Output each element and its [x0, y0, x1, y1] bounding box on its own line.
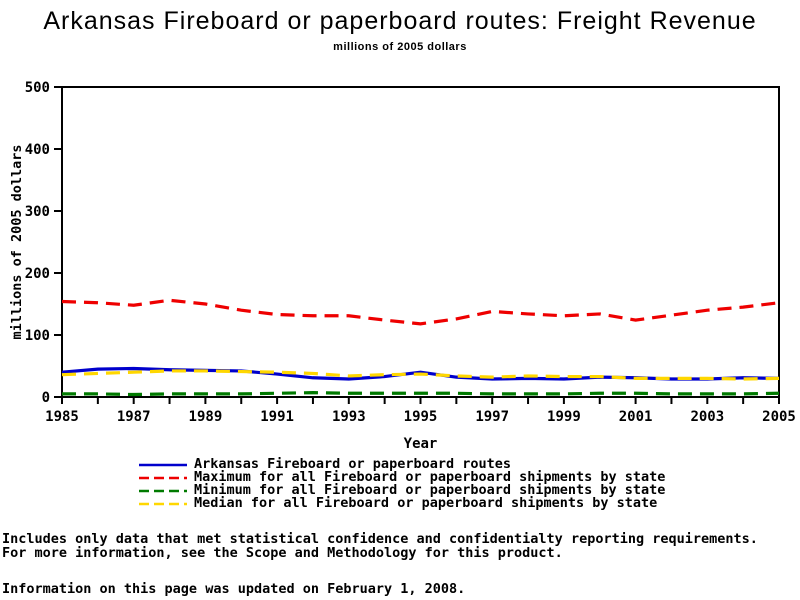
x-tick-label: 2003	[690, 409, 724, 425]
legend-label: Minimum for all Fireboard or paperboard …	[194, 482, 666, 498]
legend-label: Arkansas Fireboard or paperboard routes	[194, 456, 511, 472]
x-tick-label: 1985	[45, 409, 79, 425]
footnotes: Includes only data that met statistical …	[2, 531, 758, 597]
series-line-1	[61, 298, 780, 326]
footnote-scope: For more information, see the Scope and …	[2, 544, 563, 561]
y-tick-label: 500	[25, 80, 50, 96]
chart-title: Arkansas Fireboard or paperboard routes:…	[43, 7, 757, 35]
legend-line-swatch-red	[139, 476, 187, 479]
series-line-3	[61, 369, 780, 381]
y-axis-title: millions of 2005 dollars	[9, 144, 25, 339]
freight-revenue-line-chart: 0 100 200 300 400 500 1985 1987 1989 1991 1993 1995…	[9, 80, 796, 452]
y-tick-label: 400	[25, 142, 50, 158]
x-tick-label: 1999	[547, 409, 581, 425]
y-tick-label: 0	[42, 390, 50, 406]
x-tick-label: 2001	[619, 409, 653, 425]
legend-line-swatch-green	[139, 489, 187, 492]
legend-item-median: Median for all Fireboard or paperboard s…	[138, 495, 665, 511]
x-tick-label: 1993	[332, 409, 366, 425]
chart-subtitle: millions of 2005 dollars	[333, 41, 467, 53]
x-tick-label: 1997	[475, 409, 509, 425]
legend-label: Maximum for all Fireboard or paperboard …	[194, 469, 666, 485]
x-tick-label: 1991	[260, 409, 294, 425]
series-line-2	[62, 391, 780, 397]
legend-line-swatch-yellow	[139, 502, 187, 505]
y-tick-label: 200	[25, 266, 50, 282]
legend-item-minimum: Minimum for all Fireboard or paperboard …	[138, 482, 666, 498]
x-tick-label: 1989	[189, 409, 223, 425]
legend-item-maximum: Maximum for all Fireboard or paperboard …	[138, 469, 666, 485]
y-tick-label: 100	[25, 328, 50, 344]
legend-line-swatch-blue	[139, 463, 187, 466]
x-axis-title: Year	[404, 436, 438, 452]
footnote-confidence: Includes only data that met statistical …	[2, 531, 758, 547]
legend-item-arkansas: Arkansas Fireboard or paperboard routes	[138, 456, 665, 472]
footnote-updated: Information on this page was updated on …	[2, 581, 466, 597]
y-tick-label: 300	[25, 204, 50, 220]
chart-legend: Arkansas Fireboard or paperboard routes …	[138, 456, 666, 511]
legend-label: Median for all Fireboard or paperboard s…	[194, 495, 658, 511]
x-tick-label: 2005	[762, 409, 796, 425]
plot-frame	[61, 86, 780, 398]
x-tick-label: 1987	[117, 409, 151, 425]
x-tick-label: 1995	[404, 409, 438, 425]
